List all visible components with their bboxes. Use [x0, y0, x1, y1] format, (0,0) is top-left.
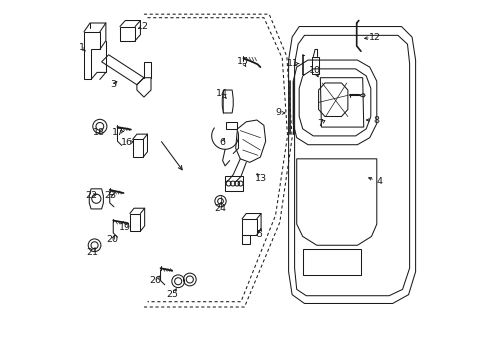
Text: 23: 23 — [104, 192, 116, 201]
Text: 1: 1 — [79, 43, 84, 52]
Text: 4: 4 — [375, 177, 382, 186]
Text: 20: 20 — [106, 235, 118, 244]
Text: 6: 6 — [219, 139, 225, 148]
Text: 21: 21 — [86, 248, 98, 257]
Text: 12: 12 — [368, 33, 380, 42]
Text: 13: 13 — [255, 174, 267, 183]
Text: 8: 8 — [373, 116, 379, 125]
Text: 14: 14 — [215, 89, 227, 98]
Text: 25: 25 — [166, 290, 178, 299]
Text: 10: 10 — [308, 66, 321, 75]
Text: 26: 26 — [149, 276, 161, 285]
Text: 16: 16 — [121, 139, 133, 148]
Text: 17: 17 — [112, 128, 124, 137]
Text: 2: 2 — [141, 22, 147, 31]
Text: 9: 9 — [274, 108, 281, 117]
Text: 24: 24 — [213, 204, 225, 213]
Text: 15: 15 — [236, 57, 248, 66]
Text: 11: 11 — [286, 59, 299, 68]
Text: 5: 5 — [256, 230, 262, 239]
Text: 18: 18 — [93, 128, 105, 137]
Text: 19: 19 — [119, 223, 131, 232]
Text: 22: 22 — [85, 192, 97, 201]
Text: 7: 7 — [317, 119, 323, 128]
Text: 3: 3 — [110, 80, 116, 89]
